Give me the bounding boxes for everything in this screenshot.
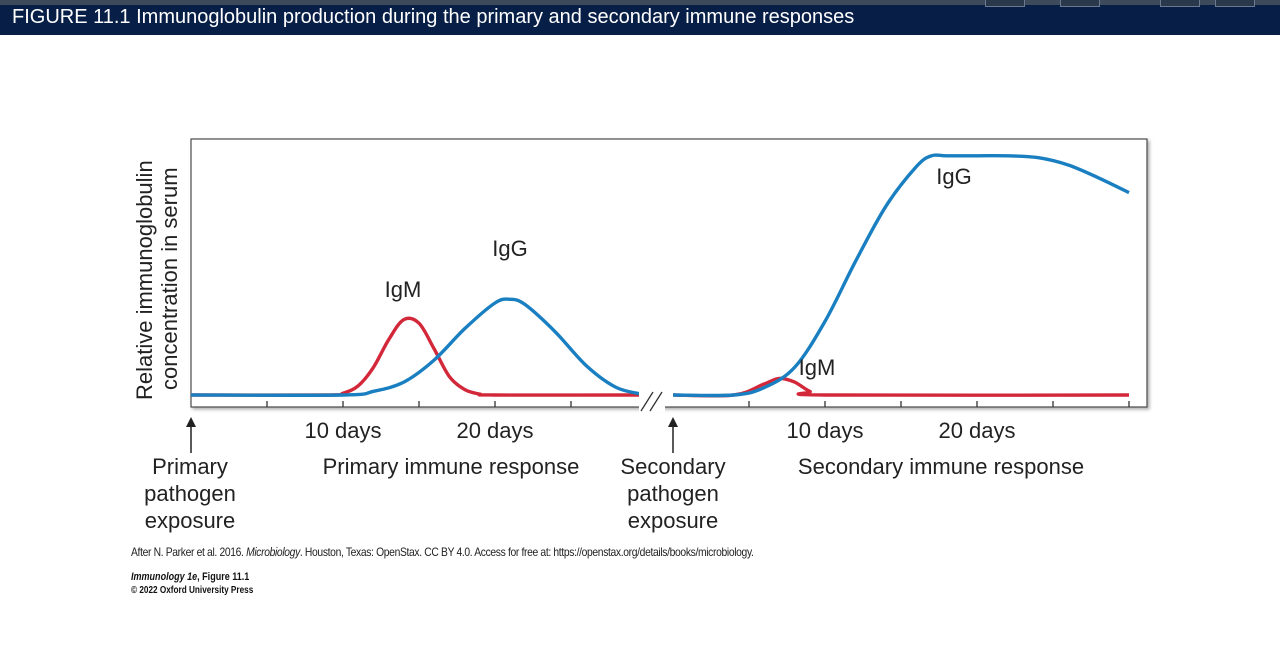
- primary-exposure-line-3: exposure: [145, 508, 236, 533]
- secondary-tick-label-20: 20 days: [938, 418, 1015, 443]
- figure-title: FIGURE 11.1 Immunoglobulin production du…: [12, 6, 855, 28]
- title-bar-top-edge: [0, 0, 1280, 5]
- source-copyright: © 2022 Oxford University Press: [131, 585, 254, 596]
- primary-exposure-label: Primary pathogen exposure: [144, 454, 236, 533]
- secondary-igm-label: IgM: [799, 355, 836, 380]
- credit-prefix: After N. Parker et al. 2016.: [131, 545, 247, 559]
- secondary-response-label: Secondary immune response: [798, 454, 1084, 479]
- secondary-exposure-line-1: Secondary: [620, 454, 725, 479]
- secondary-igg-label: IgG: [936, 164, 971, 189]
- secondary-exposure-line-2: pathogen: [627, 481, 719, 506]
- axis-break-mark: [639, 391, 665, 412]
- y-axis-label-line-2: concentration in serum: [157, 167, 182, 390]
- secondary-igg-curve: [672, 153, 1130, 398]
- figure-source: Immunology 1e, Figure 11.1 © 2022 Oxford…: [131, 571, 253, 597]
- secondary-exposure-line-3: exposure: [628, 508, 719, 533]
- y-axis-label-line-1: Relative immunoglobulin: [132, 160, 157, 400]
- y-axis-label: Relative immunoglobulin concentration in…: [132, 160, 182, 400]
- toolbar-tab[interactable]: [1215, 0, 1255, 7]
- primary-tick-label-10: 10 days: [304, 418, 381, 443]
- plot-frame: [190, 138, 1148, 408]
- figure-credit: After N. Parker et al. 2016. Microbiolog…: [131, 545, 754, 559]
- primary-exposure-line-2: pathogen: [144, 481, 236, 506]
- primary-exposure-arrow: [186, 417, 196, 453]
- primary-igg-label: IgG: [492, 236, 527, 261]
- primary-tick-label-20: 20 days: [456, 418, 533, 443]
- series-lines: [190, 153, 1130, 398]
- secondary-tick-label-10: 10 days: [786, 418, 863, 443]
- primary-igm-label: IgM: [385, 277, 422, 302]
- credit-suffix: . Houston, Texas: OpenStax. CC BY 4.0. A…: [299, 545, 754, 559]
- credit-title: Microbiology: [246, 545, 300, 559]
- immunoglobulin-chart: Relative immunoglobulin concentration in…: [132, 138, 1148, 533]
- toolbar-tab[interactable]: [1060, 0, 1100, 7]
- primary-igg-curve: [190, 297, 648, 397]
- toolbar-tab[interactable]: [1160, 0, 1200, 7]
- figure-title-bar: FIGURE 11.1 Immunoglobulin production du…: [0, 0, 1280, 35]
- secondary-exposure-arrow: [668, 417, 678, 453]
- source-line: Immunology 1e, Figure 11.1: [131, 571, 253, 584]
- primary-igm-curve: [190, 316, 648, 397]
- primary-exposure-line-1: Primary: [152, 454, 228, 479]
- source-book: Immunology 1e: [131, 571, 198, 583]
- x-axis-ticks: [266, 401, 1130, 407]
- primary-response-label: Primary immune response: [323, 454, 580, 479]
- source-figure: , Figure 11.1: [197, 571, 250, 583]
- toolbar-tab[interactable]: [985, 0, 1025, 7]
- secondary-exposure-label: Secondary pathogen exposure: [620, 454, 725, 533]
